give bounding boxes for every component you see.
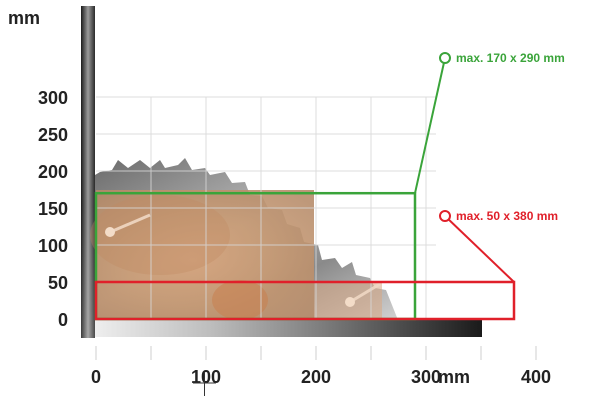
cursor-crosshair-icon	[193, 372, 216, 396]
wood-workpiece	[90, 190, 382, 320]
callout-small: max. 50 x 380 mm	[439, 209, 558, 283]
x-tick-label: 100	[191, 367, 221, 387]
y-tick-label: 100	[38, 236, 68, 256]
y-axis-unit: mm	[8, 8, 40, 28]
small-workpiece-outline	[94, 280, 516, 321]
y-tick-label: 250	[38, 125, 68, 145]
callout-small-label: max. 50 x 380 mm	[456, 209, 558, 223]
x-axis-ticks: 0 100 200 300 400	[91, 346, 551, 387]
y-tick-label: 150	[38, 199, 68, 219]
base-bar	[95, 320, 482, 337]
callout-large: max. 170 x 290 mm	[414, 51, 565, 194]
x-axis-unit: mm	[438, 367, 470, 387]
y-axis-ticks: 300 250 200 150 100 50 0	[38, 88, 68, 330]
y-tick-label: 50	[48, 273, 68, 293]
x-tick-label: 0	[91, 367, 101, 387]
y-tick-label: 200	[38, 162, 68, 182]
y-tick-label: 300	[38, 88, 68, 108]
y-tick-label: 0	[58, 310, 68, 330]
callout-large-marker	[439, 52, 451, 64]
x-tick-label: 400	[521, 367, 551, 387]
callout-large-label: max. 170 x 290 mm	[456, 51, 565, 65]
x-tick-label: 300	[411, 367, 441, 387]
x-tick-label: 200	[301, 367, 331, 387]
callout-small-marker	[439, 210, 451, 222]
